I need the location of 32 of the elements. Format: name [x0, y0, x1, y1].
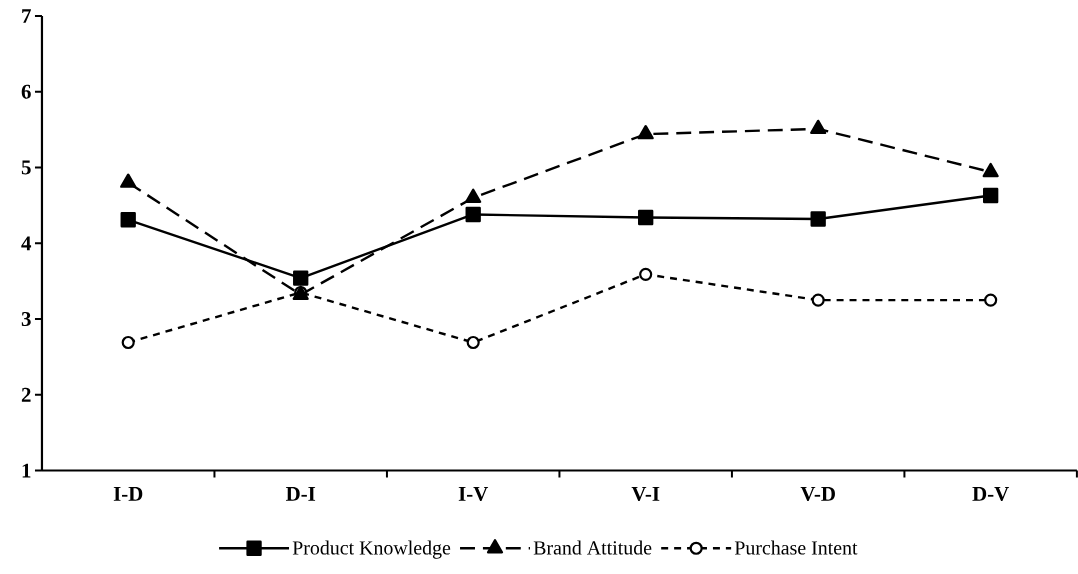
point	[984, 293, 998, 307]
point	[639, 267, 653, 281]
x-tick-label: D-V	[972, 486, 1009, 501]
x-tick-label: I-D	[113, 486, 143, 501]
point	[811, 293, 825, 307]
point	[982, 162, 999, 178]
legend-label: Product Knowledge	[292, 540, 451, 559]
y-tick-label: 5	[21, 160, 31, 175]
y-tick-label: 7	[22, 8, 31, 23]
x-tick-label: V-D	[800, 486, 835, 501]
point	[638, 209, 654, 225]
x-tick-label: D-I	[285, 486, 316, 501]
point	[293, 270, 309, 286]
point	[810, 211, 826, 227]
point	[982, 187, 999, 203]
x-tick-label: V-I	[631, 486, 660, 501]
x-tick-label: I-V	[458, 486, 489, 501]
point	[121, 335, 135, 349]
legend-label: Brand Attitude	[533, 540, 652, 555]
point	[465, 206, 481, 222]
point	[120, 173, 137, 188]
y-tick-label: 4	[21, 236, 32, 250]
y-tick-label: 1	[22, 463, 31, 478]
y-tick-label: 2	[21, 387, 31, 402]
point	[466, 335, 480, 349]
point	[465, 188, 482, 203]
y-tick-label: 6	[21, 84, 31, 99]
y-tick-label: 3	[21, 311, 31, 326]
point	[120, 211, 136, 228]
point	[810, 119, 827, 134]
point	[637, 124, 654, 140]
legend-label: Purchase Intent	[734, 540, 858, 555]
